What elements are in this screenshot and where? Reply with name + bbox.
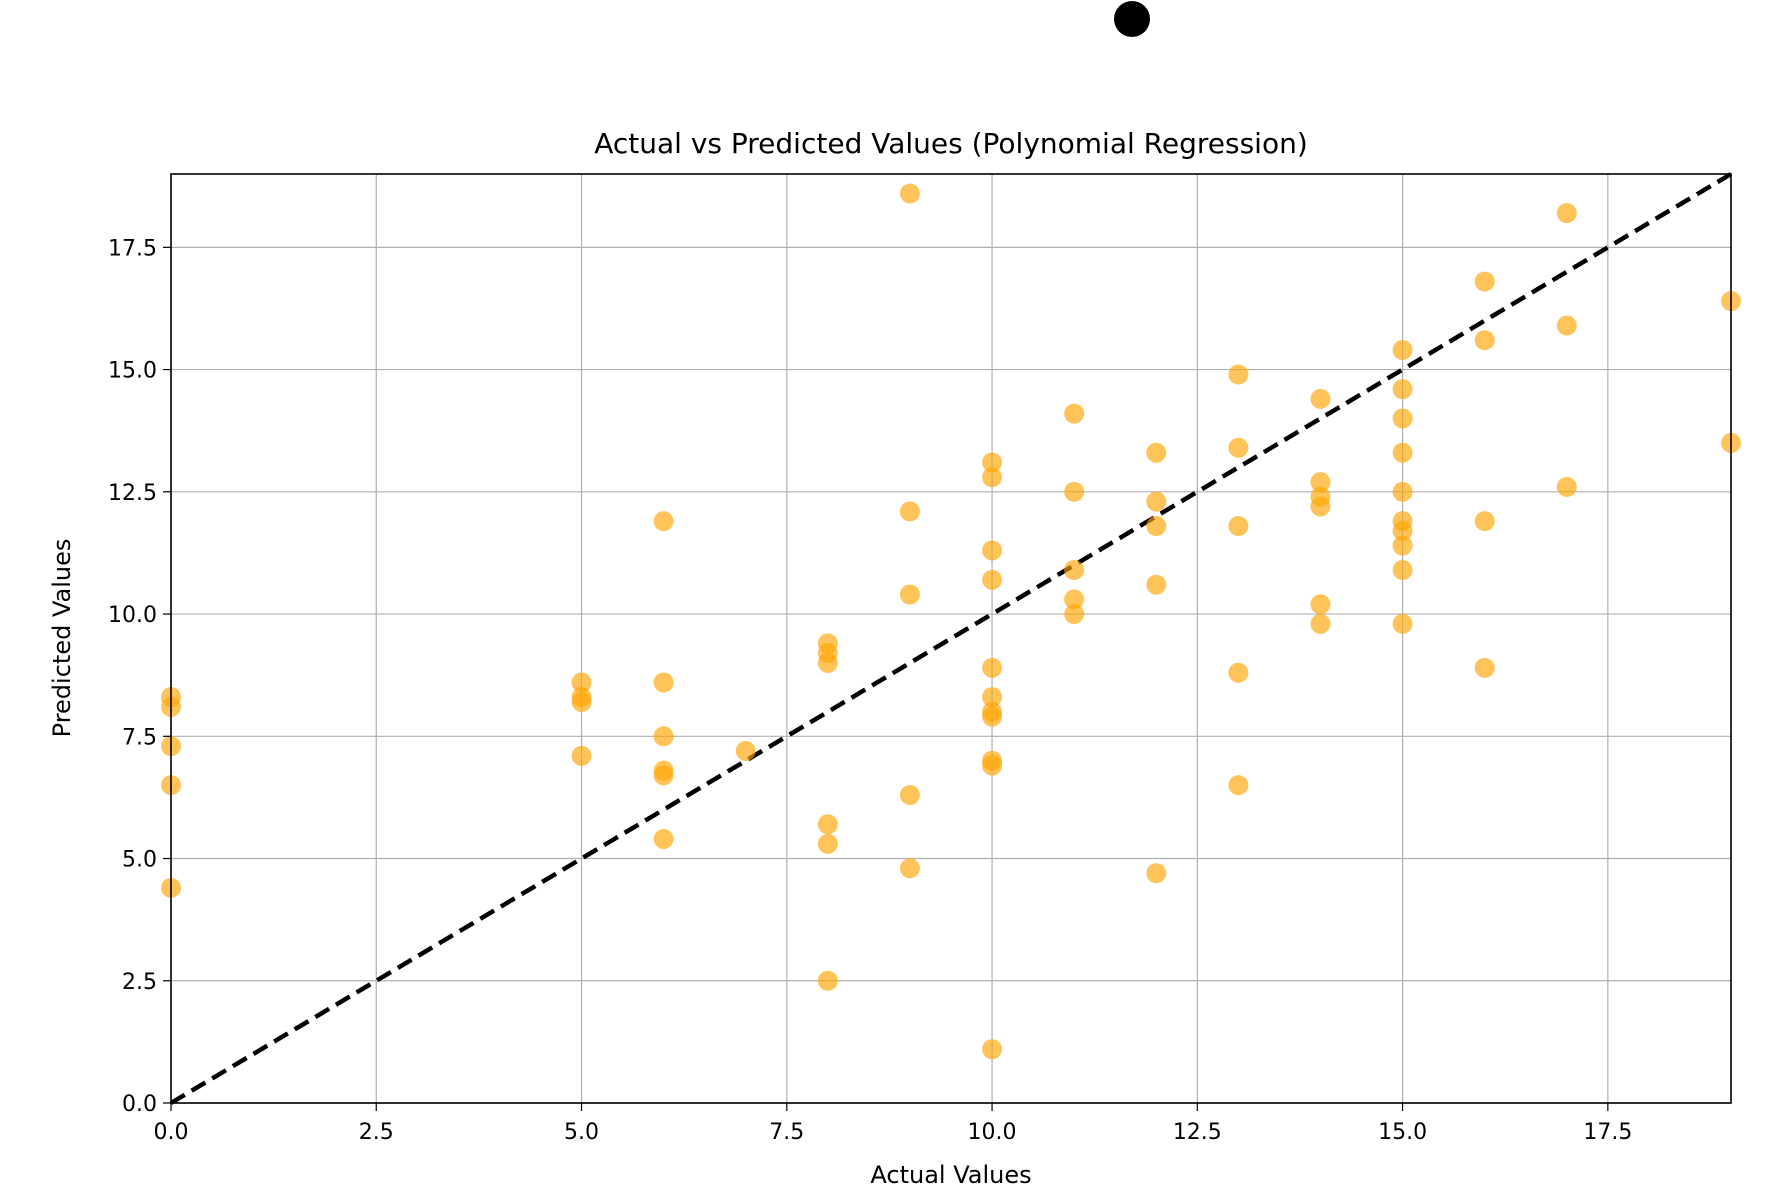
data-point	[1228, 662, 1249, 683]
reference-line-layer	[169, 172, 1733, 1105]
x-tick-label: 10.0	[968, 1120, 1017, 1145]
data-point	[1310, 472, 1331, 493]
data-point	[1228, 516, 1249, 537]
y-tick-label: 15.0	[108, 359, 157, 384]
data-point	[1392, 481, 1413, 502]
data-point	[982, 657, 1003, 678]
data-point	[1146, 442, 1167, 463]
data-point	[1146, 863, 1167, 884]
data-point	[1310, 594, 1331, 615]
plot-frame	[170, 173, 1732, 1104]
data-point	[1064, 481, 1085, 502]
data-point	[653, 828, 674, 849]
data-point	[1474, 657, 1495, 678]
data-point	[653, 726, 674, 747]
data-point	[899, 584, 920, 605]
decorative-black-dot	[1114, 1, 1150, 37]
data-point	[1310, 388, 1331, 409]
data-point	[1228, 364, 1249, 385]
data-point	[1474, 271, 1495, 292]
data-point	[1146, 574, 1167, 595]
chart-title: Actual vs Predicted Values (Polynomial R…	[594, 127, 1308, 160]
data-point	[982, 706, 1003, 727]
data-point	[1146, 491, 1167, 512]
data-point	[817, 814, 838, 835]
data-point	[982, 467, 1003, 488]
data-point	[982, 452, 1003, 473]
data-point	[817, 833, 838, 854]
y-tick-label: 5.0	[122, 848, 157, 873]
data-point	[735, 740, 756, 761]
data-point	[571, 745, 592, 766]
reference-line	[169, 172, 1733, 1105]
data-point	[1474, 511, 1495, 532]
points-layer	[161, 183, 1741, 1060]
data-point	[1392, 560, 1413, 581]
y-tick-label: 7.5	[122, 725, 157, 750]
y-axis-ticks: 0.0 2.5 5.0 7.5 10.0 12.5 15.0 17.5	[108, 236, 171, 1117]
data-point	[1064, 604, 1085, 625]
y-tick-label: 10.0	[108, 603, 157, 628]
data-point	[1228, 775, 1249, 796]
data-point	[1556, 203, 1577, 224]
x-axis-label: Actual Values	[870, 1161, 1031, 1189]
x-tick-label: 12.5	[1173, 1120, 1222, 1145]
data-point	[899, 183, 920, 204]
data-point	[1146, 516, 1167, 537]
x-tick-label: 7.5	[769, 1120, 804, 1145]
data-point	[653, 765, 674, 786]
y-tick-label: 2.5	[122, 970, 157, 995]
data-point	[1392, 379, 1413, 400]
data-point	[1310, 496, 1331, 517]
data-point	[653, 511, 674, 532]
y-tick-label: 17.5	[108, 236, 157, 261]
data-point	[817, 652, 838, 673]
data-point	[982, 687, 1003, 708]
data-point	[1392, 613, 1413, 634]
x-tick-label: 0.0	[154, 1120, 189, 1145]
data-point	[571, 692, 592, 713]
data-point	[1310, 613, 1331, 634]
data-point	[571, 672, 592, 693]
data-point	[817, 970, 838, 991]
data-point	[653, 672, 674, 693]
data-point	[1064, 403, 1085, 424]
x-axis-ticks: 0.0 2.5 5.0 7.5 10.0 12.5 15.0 17.5	[154, 1103, 1632, 1145]
data-point	[899, 784, 920, 805]
y-tick-label: 12.5	[108, 481, 157, 506]
data-point	[1392, 408, 1413, 429]
data-point	[1064, 560, 1085, 581]
data-point	[1228, 437, 1249, 458]
x-tick-label: 15.0	[1378, 1120, 1427, 1145]
data-point	[982, 1039, 1003, 1060]
data-point	[1474, 330, 1495, 351]
data-point	[899, 501, 920, 522]
data-point	[982, 540, 1003, 561]
data-point	[1392, 340, 1413, 361]
data-point	[982, 755, 1003, 776]
x-tick-label: 17.5	[1583, 1120, 1632, 1145]
data-point	[899, 858, 920, 879]
data-point	[1392, 442, 1413, 463]
data-point	[1392, 535, 1413, 556]
data-point	[1556, 476, 1577, 497]
y-tick-label: 0.0	[122, 1092, 157, 1117]
data-point	[1556, 315, 1577, 336]
y-axis-label: Predicted Values	[48, 539, 76, 738]
x-tick-label: 5.0	[564, 1120, 599, 1145]
grid-layer	[170, 174, 1731, 1104]
data-point	[1392, 520, 1413, 541]
data-point	[1064, 589, 1085, 610]
x-tick-label: 2.5	[359, 1120, 394, 1145]
data-point	[982, 569, 1003, 590]
